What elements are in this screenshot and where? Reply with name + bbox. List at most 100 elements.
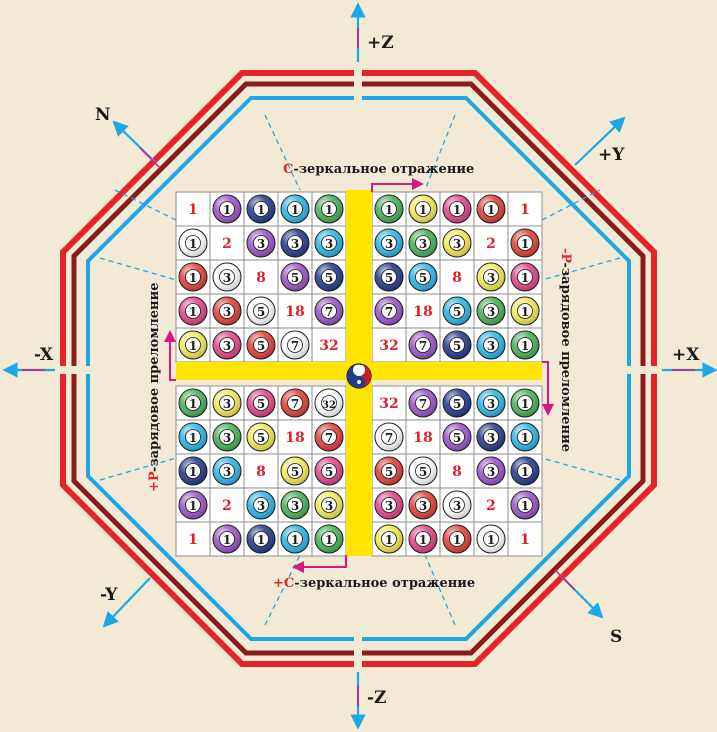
grid-cell	[507, 191, 543, 227]
cell-number: 8	[256, 464, 266, 480]
cell-number: 3	[487, 431, 495, 445]
y-minus-arrow	[102, 577, 151, 628]
sphere-label-disc	[185, 429, 201, 445]
sphere-label-disc	[381, 429, 397, 445]
cell-number: 7	[291, 339, 299, 353]
sphere-label-disc	[517, 395, 533, 411]
top-mirror-arrow	[371, 178, 424, 192]
cell-number: 3	[453, 499, 461, 513]
sphere-label-disc	[517, 497, 533, 513]
cell-number: 1	[521, 271, 529, 285]
label-plus-z: +Z	[367, 33, 394, 53]
sphere-label-disc	[381, 269, 397, 285]
sphere-label-disc	[415, 235, 431, 251]
quadrant-bl: 1 3 5 7 32 1 3 5 18 7 1 3 8 5 5 1 2 3 3 3 1 1 1 1 1	[175, 385, 347, 557]
cell-number: 1	[385, 533, 393, 547]
sphere-label-disc	[253, 337, 269, 353]
cell-number: 1	[189, 499, 197, 513]
sphere-label-disc	[287, 269, 303, 285]
sphere-label-disc	[483, 303, 499, 319]
right-charge-arrow	[542, 361, 554, 416]
cell-number: 2	[222, 498, 232, 514]
caption-top: C-зеркальное отражение	[283, 162, 474, 177]
cell-number: 3	[453, 237, 461, 251]
cell-number: 5	[325, 465, 333, 479]
grid-cell	[439, 453, 475, 489]
left-charge-arrow	[164, 330, 176, 381]
cell-number: 1	[291, 533, 299, 547]
cell-number: 1	[419, 533, 427, 547]
cell-number: 5	[419, 271, 427, 285]
cell-number: 3	[291, 499, 299, 513]
cell-number: 1	[189, 397, 197, 411]
caption-right: -P-зарядовое преломление	[558, 248, 573, 452]
cell-number: 7	[325, 305, 333, 319]
cell-number: 5	[453, 339, 461, 353]
cell-number: 5	[257, 339, 265, 353]
cell-number: 1	[189, 271, 197, 285]
cell-number: 1	[520, 532, 530, 548]
sphere-label-disc	[287, 337, 303, 353]
sphere-label-disc	[483, 201, 499, 217]
bottom-mirror-arrow	[292, 555, 347, 573]
sphere-label-disc	[185, 337, 201, 353]
cell-number: 3	[487, 397, 495, 411]
cell-number: 3	[291, 237, 299, 251]
cell-number: 7	[385, 431, 393, 445]
sphere-label-disc	[321, 395, 337, 411]
grid-cell	[277, 419, 313, 455]
cell-number: 1	[189, 339, 197, 353]
cell-number: 1	[223, 533, 231, 547]
sphere-label-disc	[253, 531, 269, 547]
sphere-label-disc	[483, 337, 499, 353]
grid-cell	[277, 293, 313, 329]
cell-number: 3	[223, 271, 231, 285]
sphere-label-disc	[287, 497, 303, 513]
sphere-label-disc	[415, 497, 431, 513]
cell-number: 1	[188, 532, 198, 548]
cell-number: 5	[257, 431, 265, 445]
grid-cell	[209, 487, 245, 523]
cell-number: 5	[325, 271, 333, 285]
sphere-label-disc	[483, 463, 499, 479]
cell-number: 1	[453, 533, 461, 547]
quadrant-br: 32 7 5 3 17 18 5 3 15 5 8 3 13 3 3 2 11 1 1 1 1	[371, 385, 543, 557]
cell-number: 32	[319, 338, 338, 354]
sphere-label-disc	[219, 269, 235, 285]
cell-number: 3	[223, 465, 231, 479]
cell-number: 32	[322, 400, 336, 411]
sphere-label-disc	[415, 531, 431, 547]
grid-cell	[405, 293, 441, 329]
cell-number: 8	[452, 464, 462, 480]
y-plus-arrow	[574, 116, 626, 166]
cell-number: 5	[257, 397, 265, 411]
label-minus-x: -X	[34, 345, 54, 365]
cell-number: 5	[453, 397, 461, 411]
sphere-label-disc	[253, 235, 269, 251]
quadrant-tl: 1 1 1 1 1 1 2 3 3 3 1 3 8 5 5 1 3 5 18 7 1 3 5 7 32	[175, 191, 347, 363]
cell-number: 1	[521, 465, 529, 479]
cell-number: 1	[188, 202, 198, 218]
cell-number: 3	[257, 499, 265, 513]
sphere-label-disc	[185, 269, 201, 285]
grid-cell	[507, 521, 543, 557]
cell-number: 1	[189, 305, 197, 319]
cell-number: 2	[486, 498, 496, 514]
axis-labels: +Z -Z -X +X +Y -Y N S	[34, 33, 700, 708]
sphere-label-disc	[253, 201, 269, 217]
cell-number: 7	[385, 305, 393, 319]
cell-number: 3	[419, 499, 427, 513]
label-n: N	[95, 105, 111, 125]
sphere-label-disc	[381, 531, 397, 547]
cell-number: 32	[379, 396, 398, 412]
cell-number: 3	[325, 237, 333, 251]
sphere-label-disc	[287, 463, 303, 479]
sphere-label-disc	[219, 463, 235, 479]
sphere-label-disc	[185, 303, 201, 319]
cell-number: 1	[521, 431, 529, 445]
quadrant-tr: 1 1 1 1 13 3 3 2 15 5 8 3 17 18 5 3 132 7 5 3 1	[371, 191, 543, 363]
cell-number: 5	[385, 271, 393, 285]
sphere-label-disc	[381, 497, 397, 513]
cell-number: 5	[419, 465, 427, 479]
